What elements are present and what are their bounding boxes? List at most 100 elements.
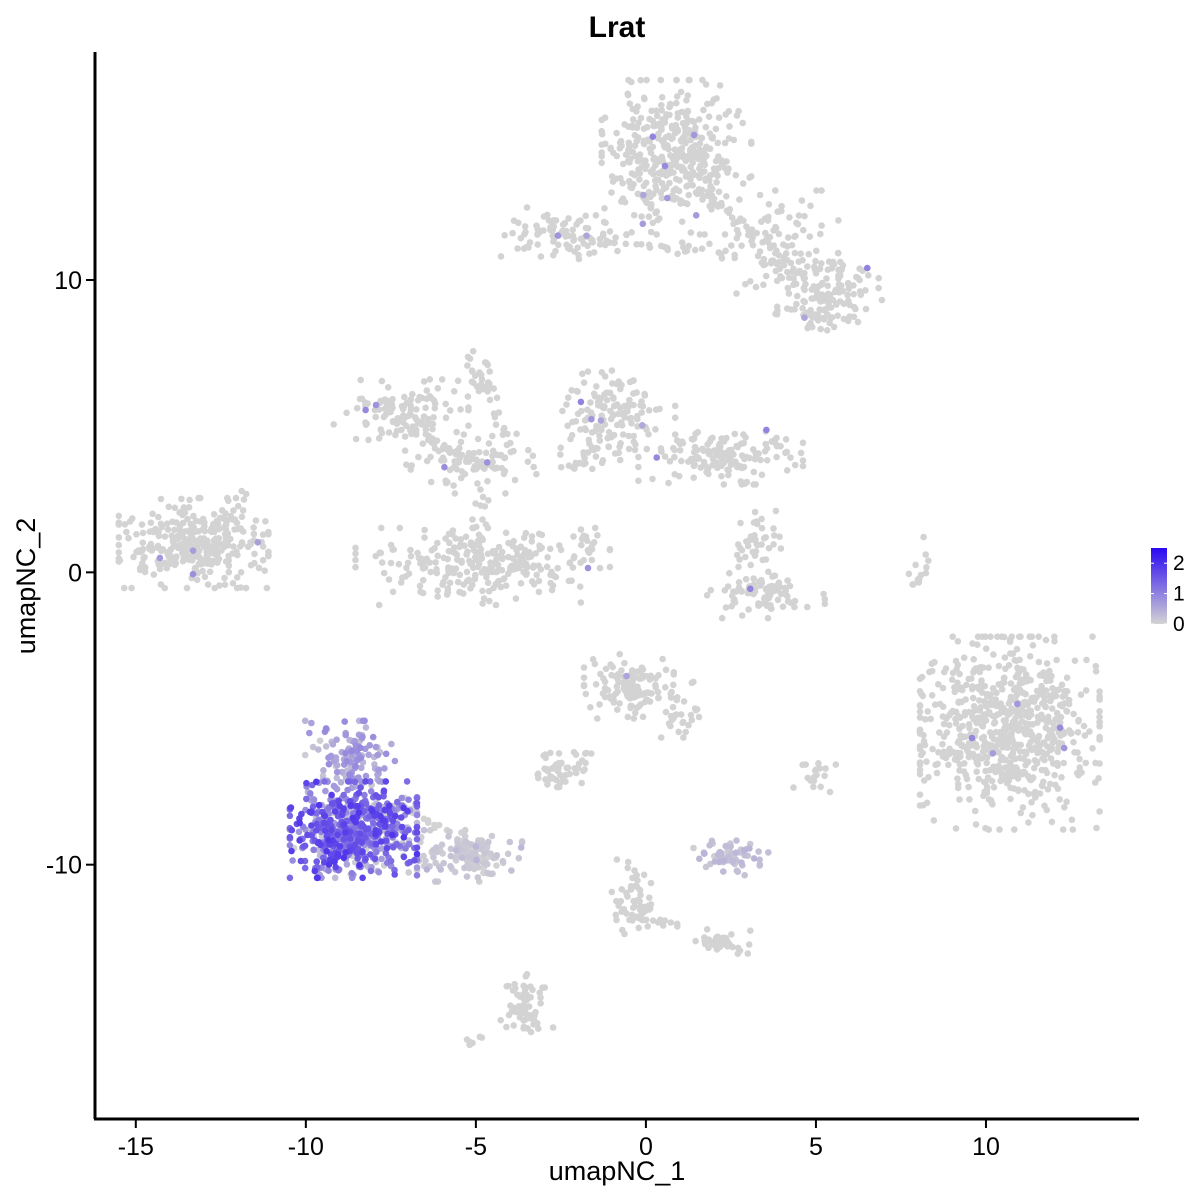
cell-point bbox=[818, 260, 825, 267]
cell-point bbox=[555, 241, 562, 249]
cell-point bbox=[700, 458, 708, 466]
cell-point bbox=[741, 852, 748, 859]
cell-point bbox=[571, 765, 578, 772]
cell-point bbox=[230, 507, 237, 514]
cell-point bbox=[750, 481, 757, 488]
cell-point bbox=[414, 549, 421, 557]
cell-point bbox=[510, 537, 517, 545]
cell-point bbox=[619, 179, 626, 187]
cell-point bbox=[662, 708, 670, 716]
cell-point bbox=[954, 638, 962, 645]
cell-point bbox=[184, 515, 191, 523]
cell-point bbox=[636, 176, 643, 183]
cell-point bbox=[694, 454, 702, 461]
cell-point bbox=[181, 535, 188, 542]
cell-point bbox=[724, 466, 731, 474]
cell-point bbox=[778, 202, 785, 210]
data-points bbox=[115, 76, 1103, 1049]
cell-point bbox=[472, 541, 479, 548]
cell-point bbox=[621, 659, 628, 667]
cell-point bbox=[1089, 745, 1096, 752]
cell-point bbox=[580, 460, 588, 468]
cell-point bbox=[389, 588, 397, 596]
cell-point bbox=[582, 690, 590, 698]
cell-point bbox=[799, 462, 807, 470]
cell-point bbox=[990, 651, 997, 658]
cell-point bbox=[364, 400, 371, 407]
cell-point bbox=[265, 552, 272, 560]
cell-point bbox=[1054, 748, 1062, 756]
cell-point bbox=[463, 551, 470, 558]
cell-point bbox=[688, 435, 696, 443]
cell-point bbox=[989, 750, 997, 757]
cell-point bbox=[635, 453, 642, 461]
cell-point bbox=[704, 465, 712, 473]
cell-point bbox=[761, 600, 769, 607]
cell-point bbox=[588, 238, 596, 245]
cell-point bbox=[611, 672, 619, 680]
cell-point bbox=[514, 245, 521, 252]
cell-point bbox=[1048, 694, 1056, 701]
cell-point bbox=[628, 184, 636, 192]
cell-point bbox=[389, 843, 397, 851]
cell-point bbox=[566, 559, 574, 566]
cell-point bbox=[332, 863, 340, 871]
cell-point bbox=[523, 971, 531, 978]
cell-point bbox=[828, 314, 836, 321]
cell-point bbox=[442, 400, 450, 408]
cell-point bbox=[367, 830, 375, 837]
cell-point bbox=[1077, 691, 1085, 698]
cell-point bbox=[515, 219, 522, 227]
cell-point bbox=[383, 837, 390, 844]
cell-point bbox=[413, 794, 421, 802]
cell-point bbox=[927, 715, 934, 723]
cell-point bbox=[671, 453, 678, 461]
cell-point bbox=[1007, 795, 1014, 803]
cell-point bbox=[310, 796, 318, 803]
cell-point bbox=[878, 296, 886, 304]
cell-point bbox=[631, 446, 639, 454]
cell-point bbox=[648, 107, 655, 115]
cell-point bbox=[564, 422, 571, 430]
cell-point bbox=[706, 202, 713, 210]
cell-point bbox=[601, 114, 609, 121]
cell-point bbox=[366, 742, 374, 749]
cell-point bbox=[494, 561, 502, 569]
cell-point bbox=[331, 874, 339, 882]
cell-point bbox=[1039, 672, 1047, 679]
cell-point bbox=[331, 858, 338, 865]
cell-point bbox=[875, 284, 882, 292]
cell-point bbox=[602, 219, 609, 227]
cell-point bbox=[1055, 686, 1062, 693]
cell-point bbox=[446, 539, 453, 547]
cell-point bbox=[381, 765, 388, 772]
cell-point bbox=[368, 807, 376, 815]
cell-point bbox=[328, 826, 335, 834]
cell-point bbox=[638, 163, 646, 170]
cell-point bbox=[626, 100, 634, 107]
cell-point bbox=[474, 874, 482, 881]
cell-point bbox=[683, 170, 691, 177]
cell-point bbox=[646, 894, 653, 901]
cell-point bbox=[416, 582, 424, 590]
cell-point bbox=[734, 950, 742, 957]
cell-point bbox=[463, 568, 471, 576]
cell-point bbox=[1045, 713, 1052, 721]
cell-point bbox=[715, 442, 723, 449]
cell-point bbox=[204, 556, 212, 563]
cell-point bbox=[254, 539, 262, 546]
cell-point bbox=[472, 465, 480, 473]
cell-point bbox=[497, 253, 505, 260]
cell-point bbox=[830, 323, 838, 331]
cell-point bbox=[591, 393, 599, 400]
cell-point bbox=[764, 614, 772, 622]
cell-point bbox=[379, 816, 386, 824]
cell-point bbox=[837, 285, 844, 293]
cell-point bbox=[208, 561, 215, 568]
cell-point bbox=[845, 281, 852, 288]
cell-point bbox=[413, 811, 421, 819]
cell-point bbox=[658, 94, 666, 101]
cell-point bbox=[664, 194, 671, 202]
cell-point bbox=[337, 779, 345, 786]
cell-point bbox=[685, 722, 692, 729]
